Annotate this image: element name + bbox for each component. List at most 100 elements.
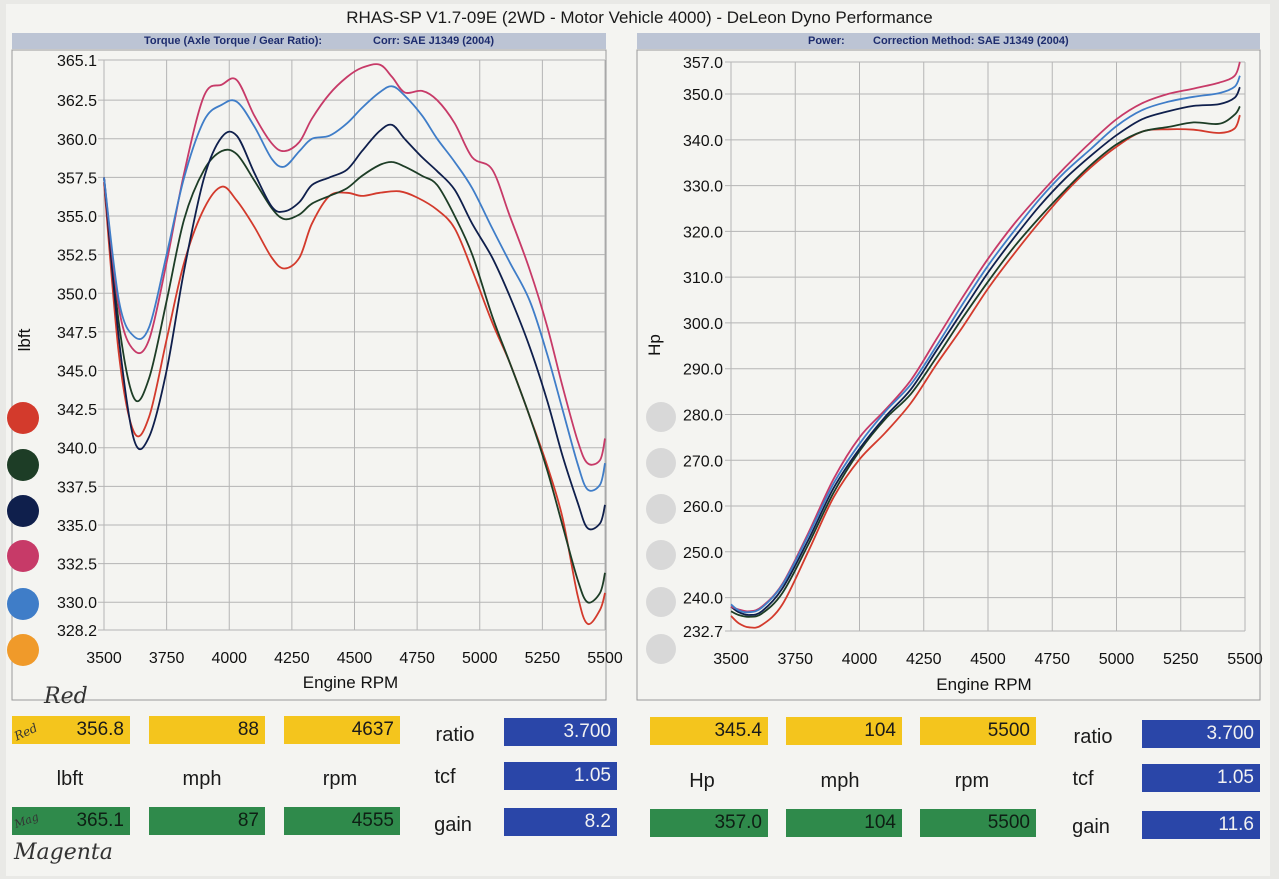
legend-dot-red	[7, 402, 39, 434]
torque-y-tick-label: 345.0	[57, 363, 97, 380]
torque-y-tick-label: 330.0	[57, 595, 97, 612]
torque-y-tick-label: 360.0	[57, 132, 97, 149]
legend-dot-navy	[7, 495, 39, 527]
label-ratio-right: ratio	[1073, 726, 1113, 748]
legend-dot-placeholder	[646, 587, 676, 617]
torque-series-line-navy	[103, 123, 606, 531]
torque-y-tick-label: 355.0	[57, 209, 97, 226]
ratio-box-left: 3.700	[504, 718, 617, 746]
power-y-tick-label: 250.0	[683, 545, 723, 562]
power-y-tick-label: 270.0	[683, 453, 723, 470]
torque-value-box: 356.8	[12, 716, 130, 744]
torque-x-tick-label: 4500	[337, 650, 373, 667]
power-x-tick-label: 5500	[1227, 651, 1263, 668]
power-subheader: Power: Correction Method: SAE J1349 (200…	[637, 33, 1260, 49]
torque-x-tick-label: 5250	[525, 650, 561, 667]
power-y-tick-label: 357.0	[683, 55, 723, 72]
legend-dot-placeholder	[646, 448, 676, 478]
unit-rpm-right: rpm	[954, 770, 990, 792]
power-panel-frame	[636, 49, 1261, 701]
tcf-box-right: 1.05	[1142, 764, 1260, 792]
power-value-box: 345.4	[650, 717, 768, 745]
power-x-tick-label: 4500	[970, 651, 1006, 668]
peak-power-mph-box: 104	[786, 809, 902, 837]
torque-y-tick-label: 357.5	[57, 170, 97, 187]
unit-mph-left: mph	[182, 768, 222, 790]
ratio-box-right: 3.700	[1142, 720, 1260, 748]
power-y-tick-label: 280.0	[683, 407, 723, 424]
peak-torque-mph-box: 87	[149, 807, 265, 835]
legend-dot-placeholder	[646, 494, 676, 524]
power-x-tick-label: 4750	[1034, 651, 1070, 668]
power-rpm-box: 5500	[920, 717, 1036, 745]
power-y-tick-label: 300.0	[683, 316, 723, 333]
power-x-tick-label: 4250	[906, 651, 942, 668]
power-x-tick-label: 3500	[713, 651, 749, 668]
power-y-tick-label: 320.0	[683, 224, 723, 241]
label-gain-right: gain	[1072, 816, 1110, 838]
power-grid	[725, 61, 1246, 632]
torque-panel-frame	[11, 49, 607, 701]
torque-series-line-dark-green	[103, 148, 606, 604]
torque-mph-box: 88	[149, 716, 265, 744]
torque-y-tick-label: 332.5	[57, 557, 97, 574]
power-correction-label: Correction Method: SAE J1349 (2004)	[873, 35, 1069, 47]
power-series-line-magenta	[730, 61, 1241, 613]
power-x-tick-label: 4000	[842, 651, 878, 668]
label-ratio-left: ratio	[435, 724, 475, 746]
power-chart: 3500 3750 4000 4250 4500 4750 5000 5250 5500 357.…	[636, 49, 1263, 701]
torque-x-tick-label: 3500	[86, 650, 122, 667]
legend-dot-placeholder	[646, 634, 676, 664]
torque-series-line-red	[103, 181, 606, 626]
torque-correction-label: Corr: SAE J1349 (2004)	[373, 35, 495, 47]
torque-y-tick-label: 365.1	[57, 53, 97, 70]
legend-dot-placeholder	[646, 402, 676, 432]
torque-x-axis-title: Engine RPM	[303, 673, 398, 692]
torque-chart: 3500 3750 4000 4250 4500 4750 5000 5250 5500 365.…	[11, 49, 623, 701]
power-y-tick-label: 260.0	[683, 499, 723, 516]
power-y-tick-label: 330.0	[683, 179, 723, 196]
torque-rpm-box: 4637	[284, 716, 400, 744]
unit-hp: Hp	[689, 770, 715, 792]
page-title: RHAS-SP V1.7-09E (2WD - Motor Vehicle 40…	[346, 8, 933, 27]
unit-rpm-left: rpm	[322, 768, 358, 790]
power-series-line-dark-green	[730, 105, 1241, 618]
torque-x-tick-label: 3750	[149, 650, 185, 667]
tcf-box-left: 1.05	[504, 762, 617, 790]
power-x-axis-title: Engine RPM	[936, 675, 1031, 694]
torque-y-axis-title: lbft	[15, 328, 34, 351]
power-y-tick-label: 340.0	[683, 133, 723, 150]
power-y-tick-label: 350.0	[683, 87, 723, 104]
gain-box-right: 11.6	[1142, 811, 1260, 839]
handwritten-magenta-label: Magenta	[14, 840, 113, 865]
unit-mph-right: mph	[820, 770, 860, 792]
power-series-line-red	[730, 114, 1241, 629]
legend-dot-dark-green	[7, 449, 39, 481]
gain-box-left: 8.2	[504, 808, 617, 836]
peak-torque-rpm-box: 4555	[284, 807, 400, 835]
torque-y-tick-label: 328.2	[57, 623, 97, 640]
power-mph-box: 104	[786, 717, 902, 745]
torque-grid	[98, 59, 606, 631]
torque-x-tick-label: 4250	[274, 650, 310, 667]
torque-series-line-light-blue	[103, 85, 606, 492]
torque-y-tick-label: 342.5	[57, 402, 97, 419]
torque-y-tick-label: 335.0	[57, 518, 97, 535]
torque-y-tick-label: 340.0	[57, 441, 97, 458]
unit-lbft: lbft	[56, 768, 84, 790]
power-y-tick-label: 290.0	[683, 362, 723, 379]
power-series-line-navy	[730, 86, 1241, 616]
torque-subheader-label: Torque (Axle Torque / Gear Ratio):	[144, 35, 323, 47]
label-tcf-left: tcf	[434, 766, 456, 788]
torque-y-tick-label: 350.0	[57, 286, 97, 303]
peak-torque-box: 365.1	[12, 807, 130, 835]
power-series-line-light-blue	[730, 75, 1241, 614]
legend-dot-magenta	[7, 540, 39, 572]
legend-dot-orange	[7, 634, 39, 666]
torque-x-tick-label: 4000	[211, 650, 247, 667]
power-y-tick-label: 310.0	[683, 270, 723, 287]
torque-y-tick-label: 352.5	[57, 248, 97, 265]
power-x-tick-label: 3750	[777, 651, 813, 668]
torque-y-tick-label: 337.5	[57, 479, 97, 496]
